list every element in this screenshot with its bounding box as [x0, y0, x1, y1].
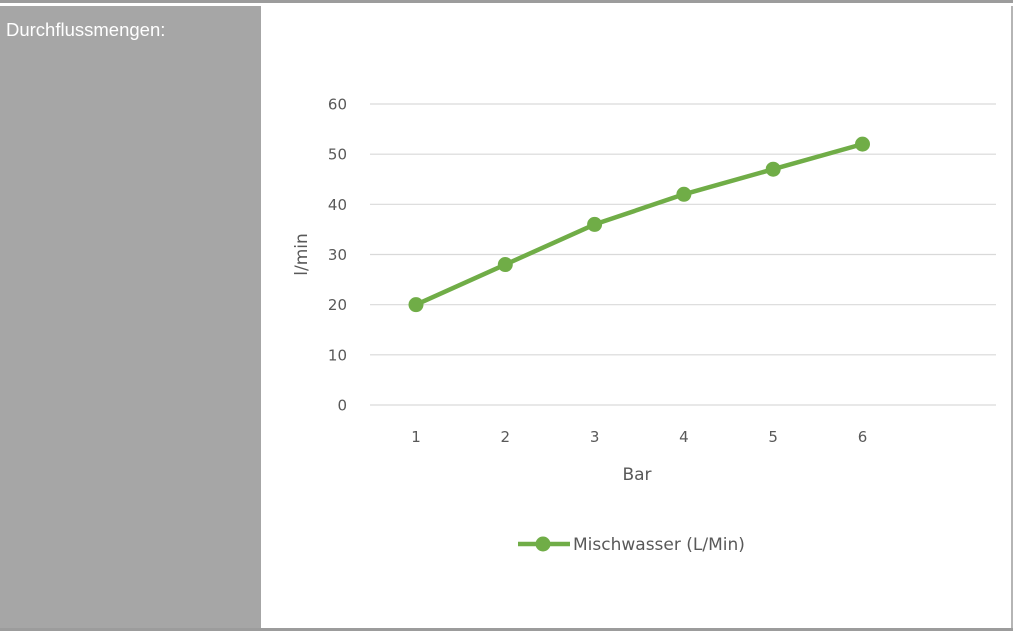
- gridlines: [370, 103, 996, 406]
- x-axis-title: Bar: [622, 465, 651, 485]
- series-mischwasser: [408, 136, 870, 313]
- legend: Mischwasser (L/Min): [518, 535, 745, 555]
- x-tick-label: 5: [768, 428, 778, 446]
- row-label: Durchflussmengen:: [6, 19, 166, 40]
- legend-marker: [535, 536, 551, 552]
- legend-label: Mischwasser (L/Min): [573, 535, 745, 555]
- y-tick-label: 60: [328, 96, 347, 114]
- x-tick-label: 2: [501, 428, 511, 446]
- row-label-cell: Durchflussmengen:: [0, 6, 261, 628]
- y-tick-label: 0: [337, 397, 347, 415]
- x-tick-label: 4: [679, 428, 689, 446]
- y-tick-label: 20: [328, 296, 347, 314]
- data-point: [855, 136, 870, 152]
- line-chart: 0 10 20 30 40 50 60 1 2 3 4 5 6 l/min Bar Mischwass…: [292, 96, 996, 555]
- series-line: [415, 141, 864, 307]
- right-border: [1011, 6, 1013, 628]
- x-tick-label: 1: [411, 428, 421, 446]
- y-tick-labels: 0 10 20 30 40 50 60: [328, 96, 347, 415]
- y-tick-label: 30: [328, 246, 347, 264]
- chart-cell: 0 10 20 30 40 50 60 1 2 3 4 5 6 l/min Bar Mischwass…: [261, 6, 1011, 628]
- y-axis-title: l/min: [292, 233, 312, 276]
- x-tick-labels: 1 2 3 4 5 6: [411, 428, 867, 446]
- y-tick-label: 10: [328, 346, 347, 364]
- data-point: [587, 216, 603, 232]
- y-tick-label: 40: [328, 196, 347, 214]
- data-point: [497, 257, 513, 273]
- x-tick-label: 6: [858, 428, 868, 446]
- data-point: [765, 161, 781, 177]
- x-tick-label: 3: [590, 428, 600, 446]
- data-point: [676, 186, 692, 202]
- y-tick-label: 50: [328, 146, 347, 164]
- data-point: [408, 297, 424, 313]
